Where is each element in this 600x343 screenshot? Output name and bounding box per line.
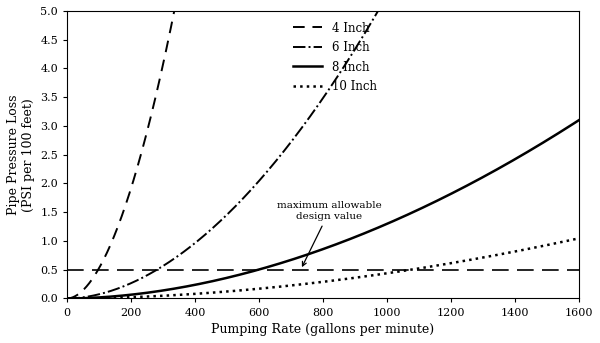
Line: 6 Inch: 6 Inch: [67, 0, 579, 298]
X-axis label: Pumping Rate (gallons per minute): Pumping Rate (gallons per minute): [211, 323, 434, 336]
Line: 4 Inch: 4 Inch: [67, 0, 579, 298]
10 Inch: [64, 296, 71, 300]
6 Inch: [374, 9, 382, 13]
10 Inch: [504, 251, 511, 255]
6 Inch: [64, 296, 71, 300]
8 Inch: [64, 296, 71, 300]
Line: 8 Inch: 8 Inch: [67, 120, 579, 298]
8 Inch: [575, 118, 583, 122]
10 Inch: [95, 296, 102, 300]
8 Inch: [389, 219, 397, 223]
4 Inch: [64, 296, 71, 300]
10 Inch: [361, 274, 368, 279]
8 Inch: [504, 161, 511, 165]
Legend: 4 Inch, 6 Inch, 8 Inch, 10 Inch: 4 Inch, 6 Inch, 8 Inch, 10 Inch: [288, 17, 382, 98]
10 Inch: [452, 260, 459, 264]
6 Inch: [95, 292, 102, 296]
8 Inch: [452, 190, 459, 194]
Y-axis label: Pipe Pressure Loss
(PSI per 100 feet): Pipe Pressure Loss (PSI per 100 feet): [7, 94, 35, 215]
Text: maximum allowable
design value: maximum allowable design value: [277, 201, 382, 266]
10 Inch: [575, 236, 583, 240]
6 Inch: [361, 32, 368, 36]
Line: 10 Inch: 10 Inch: [67, 238, 579, 298]
10 Inch: [389, 270, 397, 274]
8 Inch: [361, 231, 368, 235]
8 Inch: [95, 295, 102, 299]
10 Inch: [374, 273, 382, 277]
4 Inch: [95, 267, 102, 271]
8 Inch: [374, 226, 382, 230]
